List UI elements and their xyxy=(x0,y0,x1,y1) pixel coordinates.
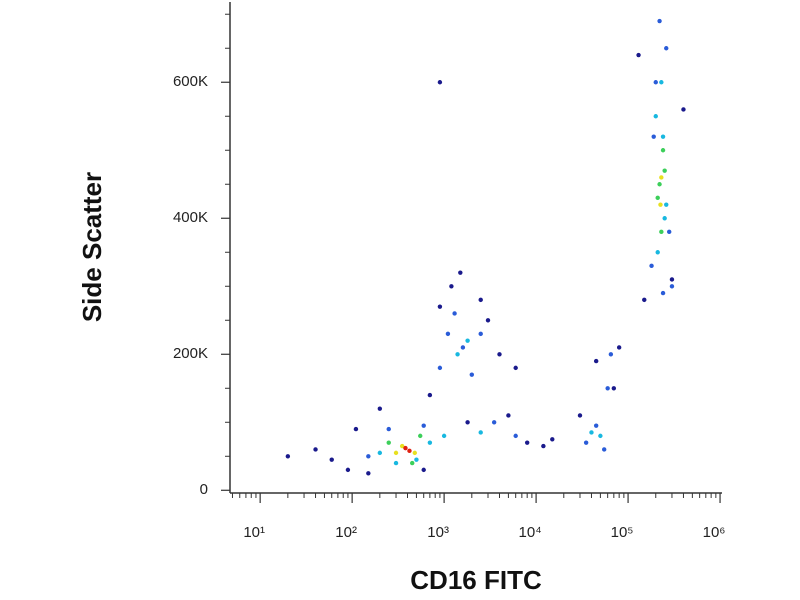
y-tick-label: 600K xyxy=(173,73,208,90)
x-tick-label: 10¹ xyxy=(243,524,265,541)
y-axis-title: Side Scatter xyxy=(77,172,107,322)
x-axis-title: CD16 FITC xyxy=(410,565,542,595)
data-point xyxy=(452,311,457,316)
data-point xyxy=(601,447,607,452)
data-point xyxy=(541,443,546,449)
data-point xyxy=(427,440,433,445)
data-point xyxy=(667,229,672,235)
data-point xyxy=(655,250,660,255)
data-point xyxy=(653,80,658,85)
x-tick-label: 10⁴ xyxy=(519,524,542,541)
data-point xyxy=(658,202,663,207)
data-point xyxy=(593,423,599,428)
data-point xyxy=(608,352,614,357)
data-point xyxy=(345,467,351,473)
data-point xyxy=(386,440,391,445)
data-point xyxy=(465,338,470,343)
x-tick-label: 10⁶ xyxy=(703,524,726,541)
data-point xyxy=(421,423,426,428)
data-point xyxy=(353,426,359,432)
data-point xyxy=(313,447,318,452)
data-point xyxy=(662,216,667,221)
data-point xyxy=(455,352,460,357)
data-point xyxy=(681,107,686,112)
data-point xyxy=(407,448,412,454)
data-point xyxy=(414,457,419,462)
data-point xyxy=(589,430,594,435)
data-point xyxy=(651,134,656,139)
data-point xyxy=(598,433,603,439)
data-point xyxy=(593,358,599,364)
data-point xyxy=(329,457,334,462)
data-point xyxy=(657,18,662,24)
data-point xyxy=(427,392,433,398)
data-point xyxy=(659,229,664,235)
data-point xyxy=(437,365,443,371)
data-point xyxy=(393,460,399,466)
data-point xyxy=(403,445,408,451)
data-point xyxy=(655,195,660,201)
data-point xyxy=(366,454,371,459)
data-point xyxy=(421,467,426,473)
data-point xyxy=(449,284,454,289)
data-point xyxy=(669,277,675,282)
data-point xyxy=(660,134,666,139)
data-point xyxy=(437,304,443,309)
data-point xyxy=(478,297,483,303)
data-point xyxy=(506,413,511,418)
data-point xyxy=(478,430,483,435)
x-tick-label: 10² xyxy=(335,524,357,541)
data-point xyxy=(669,284,675,289)
data-point xyxy=(657,182,662,187)
data-point xyxy=(664,46,669,51)
data-point xyxy=(636,52,641,58)
data-point xyxy=(460,345,466,350)
data-point xyxy=(659,80,664,85)
data-point xyxy=(653,114,658,119)
x-tick-label: 10⁵ xyxy=(611,524,634,541)
data-point xyxy=(664,202,669,207)
data-point xyxy=(458,270,463,275)
data-point xyxy=(377,450,383,456)
data-point xyxy=(478,331,483,337)
data-point xyxy=(285,454,291,459)
data-point xyxy=(497,352,502,357)
data-point xyxy=(366,471,371,476)
x-tick-label: 10³ xyxy=(427,524,449,541)
y-tick-label: 0 xyxy=(200,481,208,498)
data-point xyxy=(660,148,666,153)
data-point xyxy=(441,433,447,439)
data-point xyxy=(513,433,518,439)
data-point xyxy=(412,450,417,456)
data-point xyxy=(524,440,530,445)
data-point xyxy=(660,290,666,296)
data-point xyxy=(583,440,589,445)
data-point xyxy=(577,413,583,418)
data-point xyxy=(410,460,415,466)
data-point xyxy=(418,433,423,439)
data-point xyxy=(465,420,470,425)
data-point xyxy=(399,443,405,449)
data-point xyxy=(437,80,443,85)
data-point xyxy=(611,386,617,391)
data-point xyxy=(469,372,475,377)
data-point xyxy=(550,437,555,442)
data-point xyxy=(616,345,622,350)
y-tick-label: 400K xyxy=(173,209,208,226)
data-point xyxy=(491,420,497,425)
data-point xyxy=(386,426,391,432)
data-point xyxy=(662,168,667,173)
y-tick-label: 200K xyxy=(173,345,208,362)
data-point xyxy=(485,318,491,323)
data-point xyxy=(642,297,647,303)
data-point xyxy=(513,365,518,371)
data-point xyxy=(445,331,451,337)
data-point xyxy=(659,175,664,180)
data-point xyxy=(393,450,399,456)
data-point xyxy=(605,386,610,391)
data-point xyxy=(649,263,654,269)
data-point xyxy=(377,406,383,411)
